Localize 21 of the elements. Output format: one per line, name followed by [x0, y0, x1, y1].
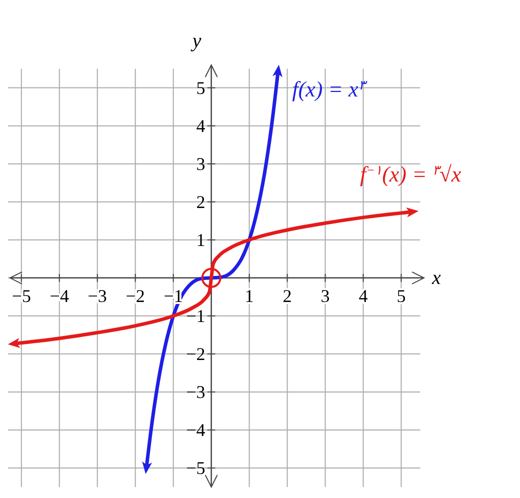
y-tick-label: 2	[196, 192, 206, 212]
x-tick-label: 4	[358, 286, 368, 306]
y-tick-label: 3	[196, 154, 206, 174]
x-tick-label: 1	[244, 286, 254, 306]
y-tick-label: 1	[196, 230, 206, 250]
y-tick-label: −2	[186, 344, 206, 364]
y-tick-label: 5	[196, 78, 206, 98]
x-tick-label: 2	[282, 286, 292, 306]
x-tick-label: −2	[126, 286, 145, 306]
x-tick-label: 5	[396, 286, 406, 306]
x-tick-label: −3	[88, 286, 107, 306]
y-tick-label: −1	[186, 306, 206, 326]
y-axis-title: y	[190, 30, 202, 52]
x-axis-title: x	[431, 266, 441, 289]
x-tick-label: −4	[50, 286, 69, 306]
y-tick-label: −5	[186, 458, 206, 478]
y-tick-label: 4	[196, 116, 206, 136]
x-tick-label: 3	[320, 286, 330, 306]
y-tick-label: −3	[186, 382, 206, 402]
x-tick-label: −5	[12, 286, 31, 306]
y-tick-label: −4	[186, 420, 206, 440]
